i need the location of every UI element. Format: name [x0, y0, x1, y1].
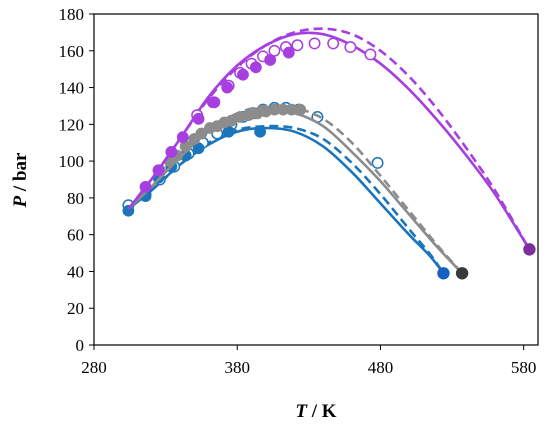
y-tick-label: 180	[59, 5, 85, 24]
critical-point	[523, 243, 536, 256]
y-axis: 0 20 40 60 80 100 120 140 160 180	[59, 5, 94, 355]
plot-area	[93, 13, 539, 346]
y-tick-label: 40	[67, 262, 84, 281]
series-layer	[122, 27, 536, 280]
filled-data-point	[237, 68, 249, 81]
x-axis: 280 380 480 580	[81, 345, 536, 377]
y-tick-label: 0	[76, 336, 85, 355]
filled-data-point	[192, 112, 205, 125]
solid-model-line	[127, 126, 445, 275]
filled-data-point	[294, 103, 307, 116]
y-tick-label: 100	[59, 152, 85, 171]
filled-data-point	[282, 46, 295, 59]
open-data-point	[371, 157, 384, 169]
open-data-point	[308, 37, 321, 50]
series-group	[127, 103, 469, 280]
plot-frame	[93, 13, 539, 346]
critical-point	[437, 267, 450, 280]
x-axis-unit: / K	[307, 401, 337, 422]
filled-data-point	[152, 164, 165, 177]
open-data-point	[327, 37, 340, 50]
series-group	[127, 27, 536, 256]
y-tick-label: 160	[59, 42, 85, 61]
filled-data-point	[139, 180, 152, 193]
x-tick-label: 380	[224, 358, 250, 377]
x-tick-label: 280	[81, 358, 107, 377]
open-data-point	[291, 39, 304, 52]
filled-data-point	[165, 146, 178, 158]
y-tick-label: 120	[59, 115, 85, 134]
open-data-point	[344, 41, 357, 54]
solid-model-line	[127, 31, 531, 251]
y-tick-label: 140	[59, 79, 85, 98]
x-axis-symbol: T	[295, 401, 308, 422]
y-axis-symbol: P	[10, 195, 31, 208]
filled-data-point	[221, 81, 234, 94]
filled-data-point	[176, 131, 189, 144]
y-axis-unit: / bar	[10, 152, 31, 196]
y-axis-title: P / bar	[10, 152, 31, 208]
x-tick-label: 580	[511, 358, 537, 377]
filled-data-point	[206, 96, 219, 109]
x-tick-label: 480	[368, 358, 394, 377]
filled-data-point	[264, 54, 277, 66]
filled-data-point	[254, 125, 267, 138]
y-tick-label: 60	[67, 226, 84, 245]
x-axis-title: T / K	[295, 401, 336, 422]
critical-point	[455, 267, 469, 280]
filled-data-point	[195, 127, 208, 140]
filled-data-point	[249, 61, 262, 74]
series-group	[122, 101, 450, 280]
open-data-point	[364, 48, 377, 61]
y-tick-label: 20	[67, 299, 84, 318]
y-tick-label: 80	[67, 189, 84, 208]
